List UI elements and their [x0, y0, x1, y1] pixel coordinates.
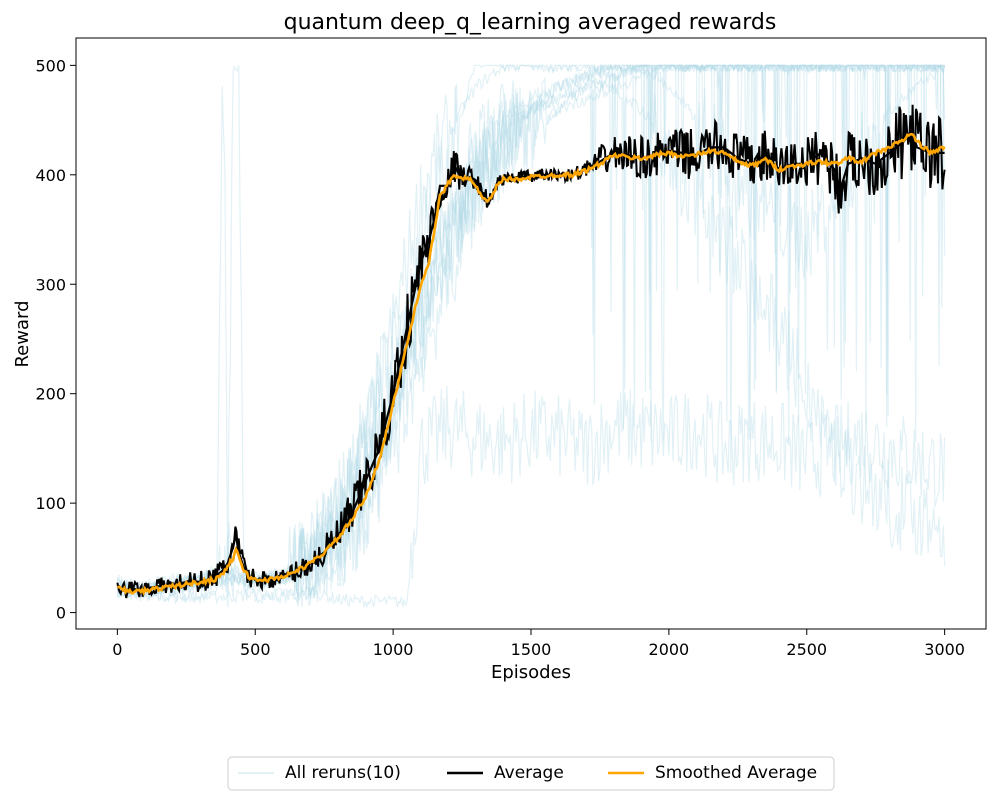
plot-area [75, 37, 987, 630]
y-tick-label: 400 [35, 166, 66, 185]
x-tick-label: 0 [112, 640, 122, 659]
x-tick-label: 1500 [511, 640, 552, 659]
rerun-line-6 [117, 63, 945, 600]
smoothed-average-line [116, 132, 946, 597]
y-axis-label: Reward [12, 300, 33, 367]
chart-title: quantum deep_q_learning averaged rewards [284, 10, 777, 35]
y-tick-label: 100 [35, 494, 66, 513]
y-tick-label: 200 [35, 385, 66, 404]
legend-label-smoothed: Smoothed Average [655, 763, 817, 783]
x-tick-label: 1000 [373, 640, 414, 659]
x-tick-label: 3000 [924, 640, 965, 659]
y-tick-label: 500 [35, 56, 66, 75]
x-tick-label: 500 [240, 640, 271, 659]
legend-label-reruns: All reruns(10) [285, 763, 401, 783]
smoothed-average-series [116, 132, 946, 597]
x-tick-label: 2000 [649, 640, 690, 659]
x-axis-ticks: 0 500 1000 1500 2000 2500 3000 [112, 629, 965, 659]
y-axis-ticks: 0 100 200 300 400 500 [35, 56, 76, 623]
rerun-line-10 [116, 80, 946, 608]
legend: All reruns(10) Average Smoothed Average [227, 756, 835, 791]
y-tick-label: 300 [35, 275, 66, 294]
rerun-line-4 [116, 63, 946, 603]
y-tick-label: 0 [56, 604, 66, 623]
x-axis-label: Episodes [491, 662, 571, 683]
x-tick-label: 2500 [786, 640, 827, 659]
rerun-line-7 [116, 63, 946, 600]
rerun-line-9 [116, 63, 946, 607]
legend-frame [227, 756, 835, 791]
rerun-line-1 [116, 63, 946, 605]
rerun-line-2 [117, 385, 946, 609]
legend-label-average: Average [494, 763, 564, 783]
